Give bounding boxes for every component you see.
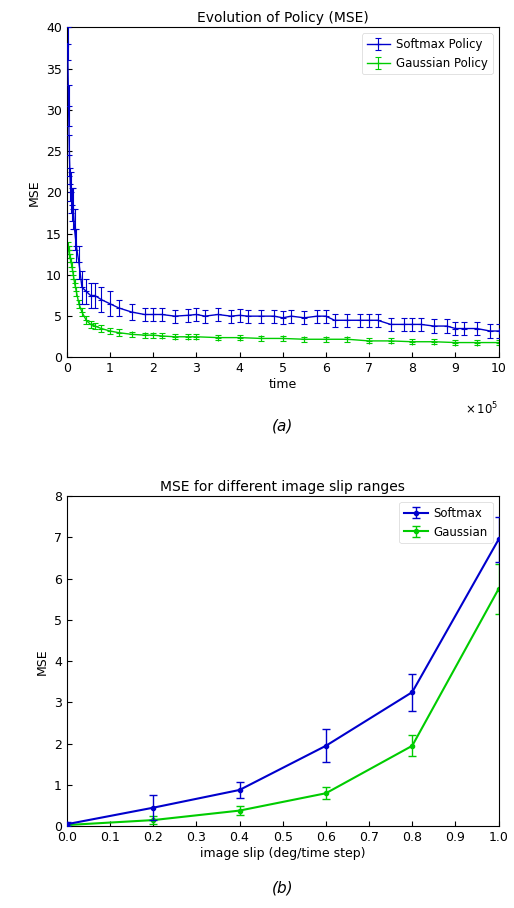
Text: (b): (b): [272, 881, 293, 895]
Title: MSE for different image slip ranges: MSE for different image slip ranges: [160, 479, 405, 494]
Y-axis label: MSE: MSE: [35, 648, 48, 675]
X-axis label: time: time: [269, 378, 297, 391]
Title: Evolution of Policy (MSE): Evolution of Policy (MSE): [197, 11, 369, 25]
Y-axis label: MSE: MSE: [28, 179, 41, 205]
Text: (a): (a): [272, 418, 293, 433]
X-axis label: image slip (deg/time step): image slip (deg/time step): [200, 847, 365, 860]
Legend: Softmax Policy, Gaussian Policy: Softmax Policy, Gaussian Policy: [362, 34, 493, 74]
Legend: Softmax, Gaussian: Softmax, Gaussian: [399, 502, 493, 543]
Text: $\times\,10^5$: $\times\,10^5$: [465, 400, 499, 417]
